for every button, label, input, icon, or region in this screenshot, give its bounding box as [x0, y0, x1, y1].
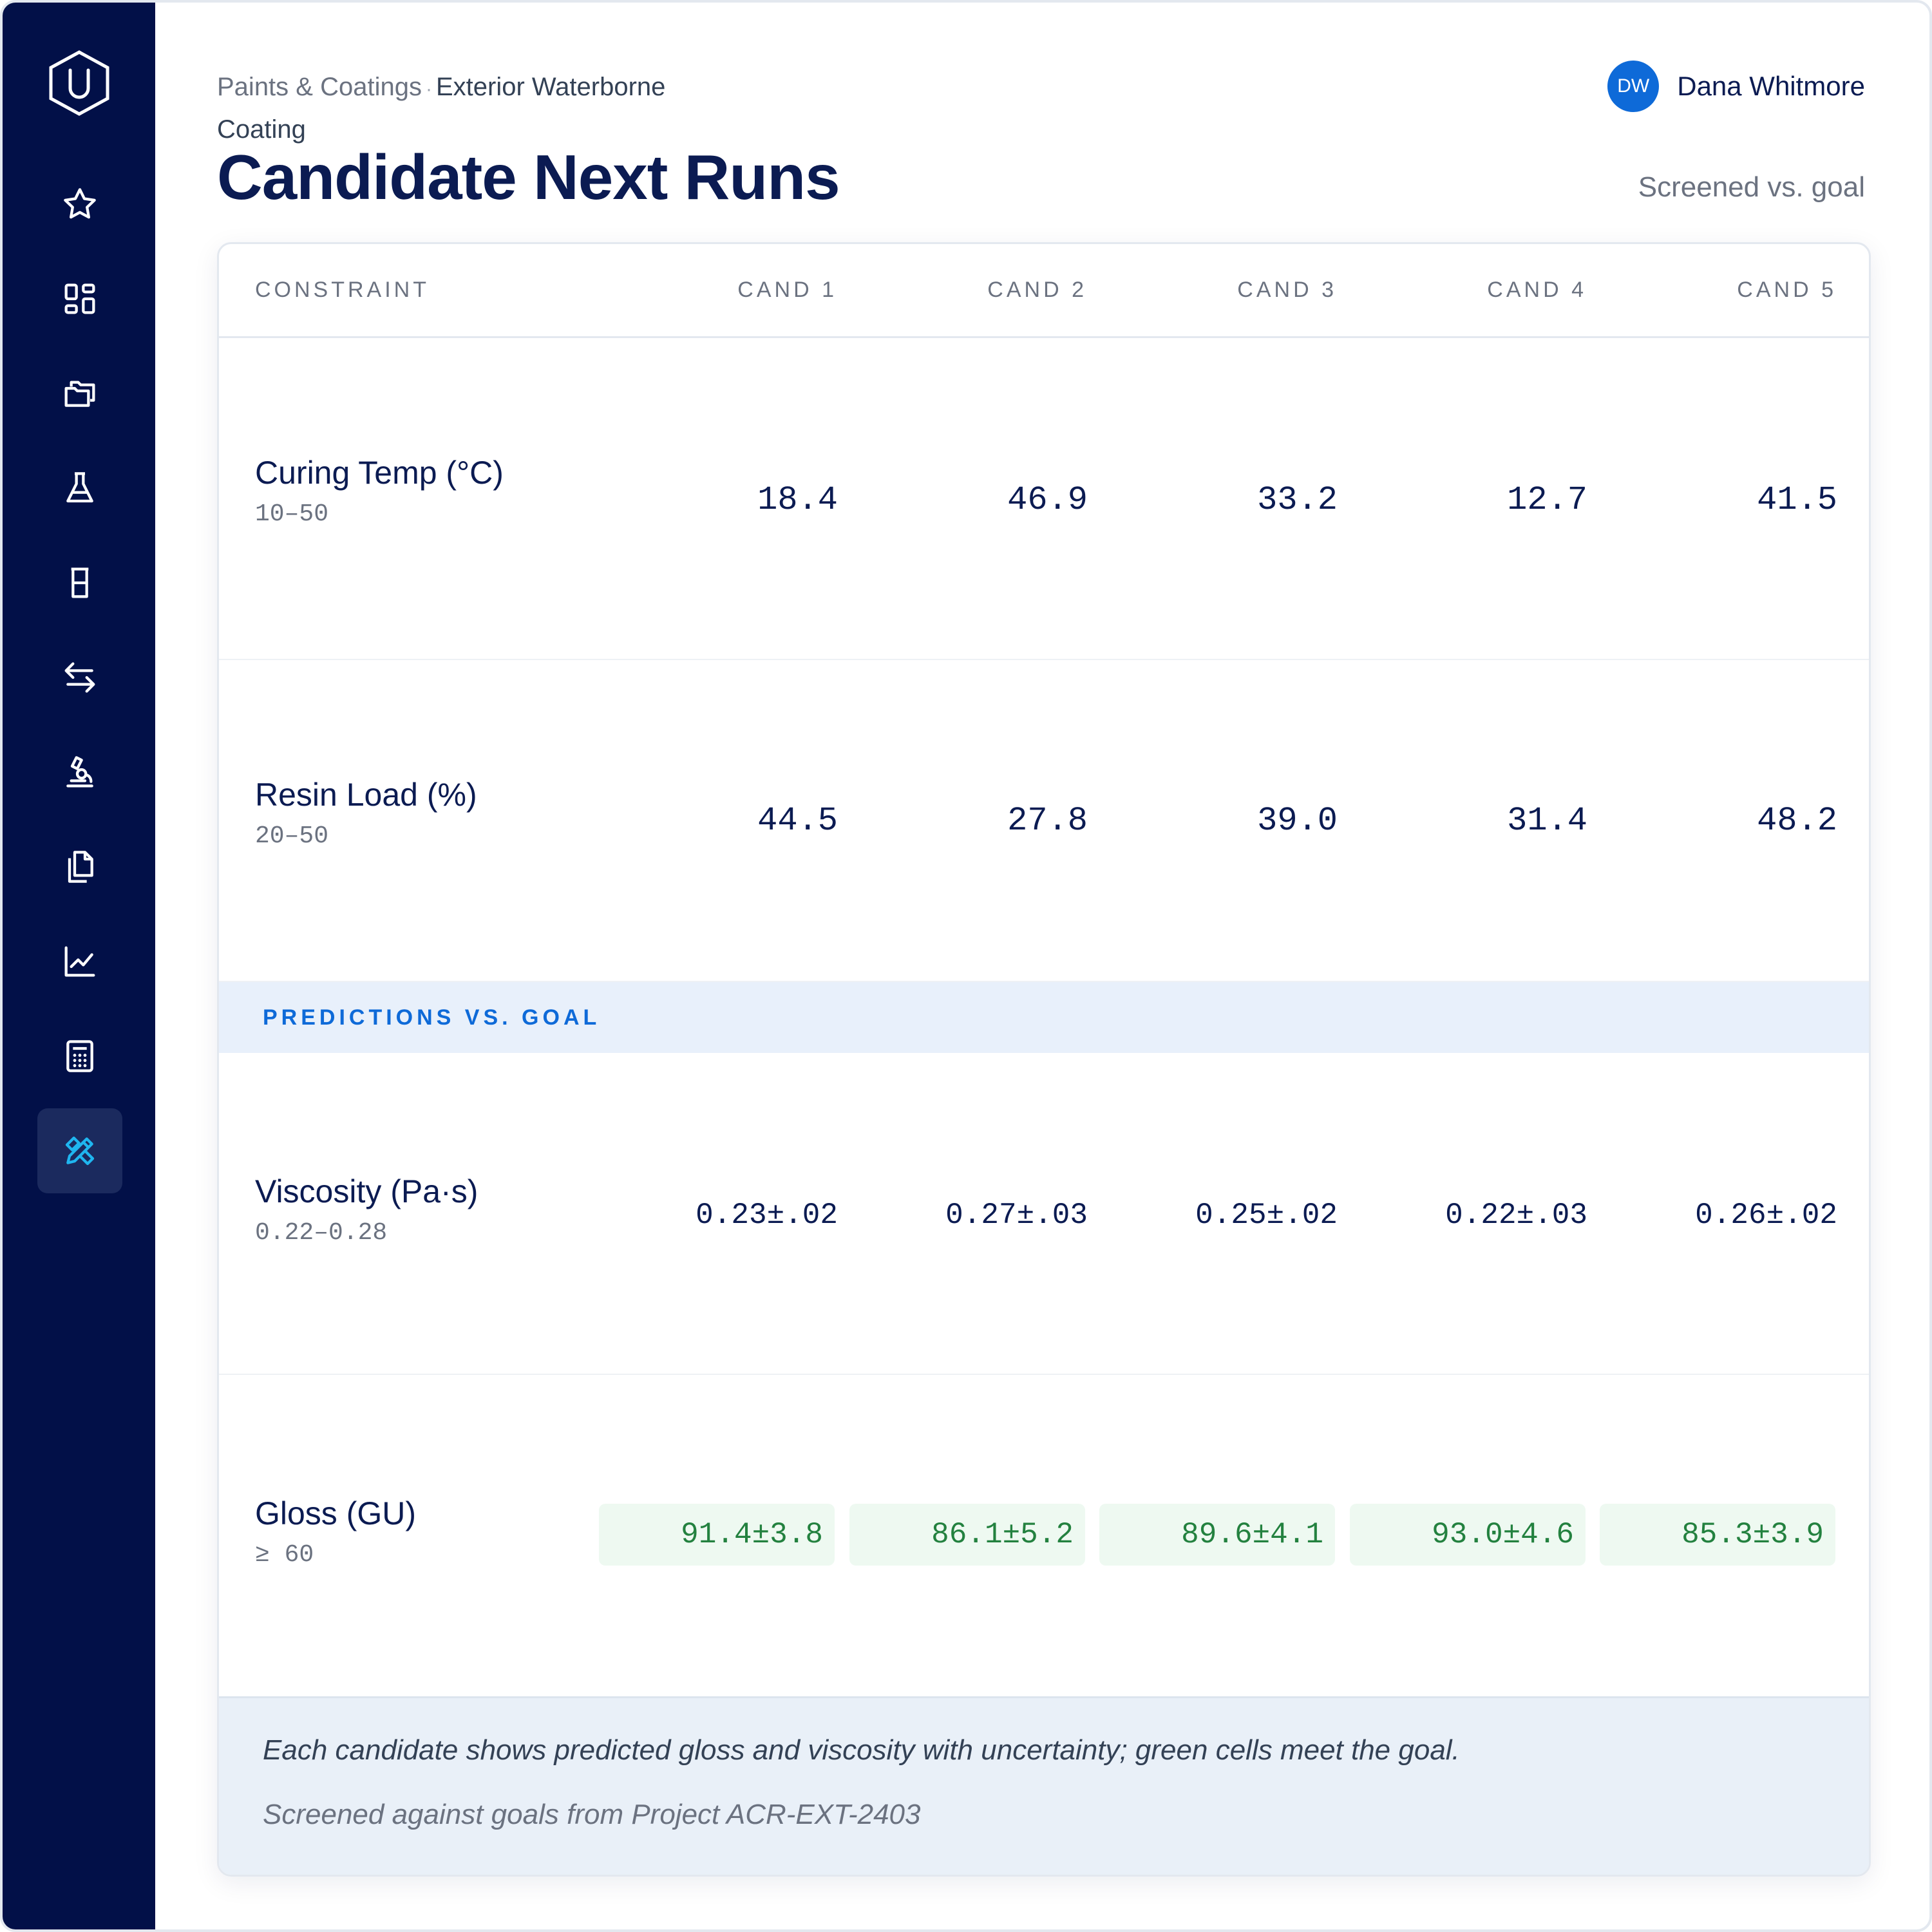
page-title: Candidate Next Runs [217, 142, 840, 213]
nav-charts[interactable] [37, 919, 122, 1004]
swap-arrows-icon [64, 662, 95, 693]
design-tools-icon [65, 1136, 95, 1166]
table-footer: Each candidate shows predicted gloss and… [219, 1696, 1869, 1875]
page-subtitle: Screened vs. goal [1638, 171, 1865, 203]
nav-projects[interactable] [37, 351, 122, 436]
prediction-cell: 0.26±.02 [1695, 1198, 1837, 1232]
value-cell: 39.0 [1257, 802, 1338, 840]
prediction-cell: 0.27±.03 [945, 1198, 1088, 1232]
row-label: Gloss (GU) ≥ 60 [255, 1495, 416, 1569]
column-header-cand-2: CAND 2 [987, 278, 1087, 302]
nav-materials[interactable] [37, 540, 122, 625]
prediction-cell-meets-goal: 91.4±3.8 [599, 1504, 835, 1566]
value-cell: 44.5 [757, 802, 838, 840]
constraint-name: Curing Temp (°C) [255, 455, 504, 491]
column-header-cand-5: CAND 5 [1737, 278, 1837, 302]
footer-source: Screened against goals from Project ACR-… [263, 1799, 921, 1830]
microscope-icon [66, 756, 93, 788]
value-cell: 46.9 [1007, 481, 1088, 519]
u-hexagon-logo-icon [49, 50, 109, 116]
prediction-cell-meets-goal: 86.1±5.2 [849, 1504, 1085, 1566]
section-label: PREDICTIONS VS. GOAL [263, 1005, 601, 1030]
breadcrumb-separator: · [425, 79, 432, 100]
star-icon [64, 188, 96, 219]
calculator-icon [66, 1040, 93, 1072]
row-label: Curing Temp (°C) 10–50 [255, 454, 504, 528]
user-menu[interactable]: DW Dana Whitmore [1607, 61, 1865, 112]
column-header-cand-3: CAND 3 [1237, 278, 1337, 302]
row-label: Viscosity (Pa·s) 0.22–0.28 [255, 1173, 478, 1247]
breadcrumb-current: Exterior Waterborne Coating [217, 73, 666, 144]
prediction-name: Gloss (GU) [255, 1495, 416, 1531]
flask-icon [66, 472, 93, 503]
prediction-cell: 0.23±.02 [696, 1198, 838, 1232]
table-row: Curing Temp (°C) 10–50 18.4 46.9 33.2 12… [219, 338, 1869, 660]
prediction-cell: 0.22±.03 [1445, 1198, 1587, 1232]
nav-dashboard[interactable] [37, 256, 122, 341]
constraint-range: 10–50 [255, 500, 329, 528]
prediction-goal: 0.22–0.28 [255, 1219, 388, 1247]
breadcrumb: Paints & Coatings · Exterior Waterborne Co… [217, 67, 745, 149]
line-chart-icon [64, 946, 95, 977]
value-cell: 31.4 [1507, 802, 1587, 840]
constraint-name: Resin Load (%) [255, 777, 477, 813]
table-header: CONSTRAINT CAND 1 CAND 2 CAND 3 CAND 4 C… [219, 244, 1869, 338]
table-row: Viscosity (Pa·s) 0.22–0.28 0.23±.02 0.27… [219, 1053, 1869, 1375]
folders-icon [64, 381, 95, 407]
dashboard-icon [64, 283, 95, 314]
app-logo[interactable] [48, 50, 110, 117]
column-header-constraint: CONSTRAINT [255, 278, 430, 302]
table-row: Gloss (GU) ≥ 60 91.4±3.8 86.1±5.2 89.6±4… [219, 1375, 1869, 1697]
value-cell: 48.2 [1757, 802, 1837, 840]
breadcrumb-parent[interactable]: Paints & Coatings [217, 73, 422, 101]
candidates-table-card: CONSTRAINT CAND 1 CAND 2 CAND 3 CAND 4 C… [217, 242, 1871, 1877]
nav-transfer[interactable] [37, 635, 122, 720]
column-header-cand-4: CAND 4 [1487, 278, 1587, 302]
user-name: Dana Whitmore [1677, 71, 1865, 101]
row-label: Resin Load (%) 20–50 [255, 776, 477, 850]
value-cell: 27.8 [1007, 802, 1088, 840]
value-cell: 18.4 [757, 481, 838, 519]
prediction-goal: ≥ 60 [255, 1541, 314, 1569]
nav-analysis[interactable] [37, 730, 122, 815]
avatar: DW [1607, 61, 1660, 112]
beaker-icon [71, 567, 89, 598]
column-header-cand-1: CAND 1 [737, 278, 837, 302]
copy-document-icon [68, 851, 93, 883]
nav-documents[interactable] [37, 824, 122, 909]
section-header-predictions: PREDICTIONS VS. GOAL [219, 982, 1869, 1053]
prediction-cell-meets-goal: 93.0±4.6 [1350, 1504, 1586, 1566]
constraint-range: 20–50 [255, 822, 329, 850]
nav-favorites[interactable] [37, 162, 122, 247]
prediction-cell: 0.25±.02 [1195, 1198, 1338, 1232]
value-cell: 12.7 [1507, 481, 1587, 519]
prediction-name: Viscosity (Pa·s) [255, 1173, 478, 1209]
prediction-cell-meets-goal: 89.6±4.1 [1099, 1504, 1335, 1566]
table-row: Resin Load (%) 20–50 44.5 27.8 39.0 31.4… [219, 660, 1869, 982]
value-cell: 33.2 [1257, 481, 1338, 519]
nav-design-tools[interactable] [37, 1108, 122, 1193]
value-cell: 41.5 [1757, 481, 1837, 519]
nav-experiments[interactable] [37, 446, 122, 531]
sidebar [3, 3, 155, 1929]
prediction-cell-meets-goal: 85.3±3.9 [1600, 1504, 1835, 1566]
nav-calculator[interactable] [37, 1014, 122, 1099]
footer-note: Each candidate shows predicted gloss and… [263, 1734, 1460, 1766]
